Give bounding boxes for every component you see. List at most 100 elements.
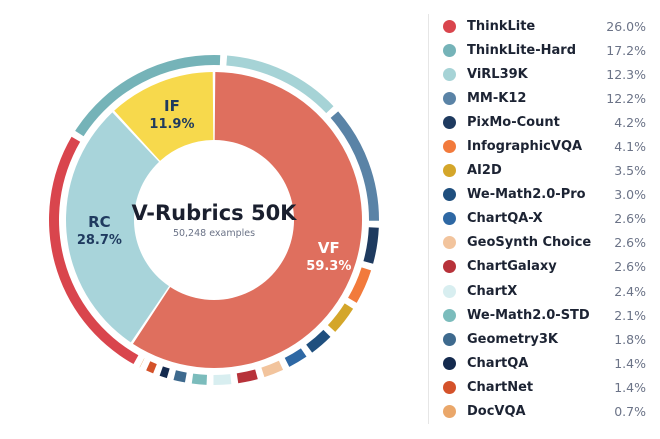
- legend-item-chartx: ChartX 2.4%: [440, 279, 650, 303]
- legend-value: 2.4%: [614, 283, 646, 299]
- legend-label: MM-K12: [467, 90, 527, 106]
- legend-swatch: [443, 212, 456, 226]
- legend-label: We-Math2.0-Pro: [467, 187, 586, 203]
- legend-value: 2.6%: [614, 211, 646, 227]
- legend-value: 1.4%: [614, 379, 646, 395]
- legend-value: 2.1%: [614, 307, 646, 323]
- legend-item-docvqa: DocVQA 0.7%: [440, 400, 650, 424]
- chart-subtitle: 50,248 examples: [173, 228, 255, 239]
- legend-label: PixMo-Count: [467, 114, 560, 130]
- outer-slice-mm-k12: [330, 111, 379, 221]
- legend-item-geometry3k: Geometry3K 1.8%: [440, 327, 650, 351]
- inner-slice-rc: [65, 112, 170, 343]
- outer-slice-infographicvqa: [348, 267, 372, 303]
- legend-label: ChartQA: [467, 355, 529, 371]
- legend-value: 17.2%: [606, 42, 646, 58]
- legend-label: ChartQA-X: [467, 211, 543, 227]
- outer-slice-docvqa: [139, 358, 145, 368]
- legend-item-chartnet: ChartNet 1.4%: [440, 375, 650, 399]
- outer-slice-geometry3k: [173, 370, 187, 383]
- legend-label: ChartX: [467, 283, 518, 299]
- legend-value: 1.8%: [614, 331, 646, 347]
- legend-item-pixmo-count: PixMo-Count 4.2%: [440, 110, 650, 134]
- legend-label: ViRL39K: [467, 66, 528, 82]
- legend-swatch: [443, 67, 456, 81]
- outer-slice-thinklite: [49, 136, 139, 365]
- outer-slice-chartgalaxy: [236, 369, 258, 384]
- legend-divider: [428, 14, 429, 424]
- legend-item-ai2d: AI2D 3.5%: [440, 159, 650, 183]
- legend-swatch: [443, 284, 456, 298]
- legend-item-thinklite-hard: ThinkLite-Hard 17.2%: [440, 38, 650, 62]
- legend-value: 26.0%: [606, 18, 646, 34]
- inner-pct-rc: 28.7%: [77, 233, 122, 248]
- legend-swatch: [443, 19, 456, 33]
- legend-value: 12.3%: [606, 66, 646, 82]
- legend-label: InfographicVQA: [467, 139, 583, 155]
- inner-label-vf: VF: [318, 239, 340, 257]
- outer-slice-pixmo-count: [363, 227, 379, 264]
- outer-slice-virl39k: [226, 55, 334, 114]
- legend-swatch: [443, 236, 456, 250]
- outer-slice-we-math2-0-std: [191, 373, 208, 385]
- legend-swatch: [443, 91, 456, 105]
- outer-slice-we-math2-0-pro: [306, 329, 331, 353]
- legend-item-chartqa-x: ChartQA-X 2.6%: [440, 207, 650, 231]
- legend-value: 4.2%: [614, 114, 646, 130]
- outer-slice-thinklite-hard: [75, 55, 221, 137]
- legend-label: ChartGalaxy: [467, 259, 557, 275]
- inner-labels: VF 59.3% RC 28.7% IF 11.9%: [77, 97, 352, 274]
- legend-item-chartqa: ChartQA 1.4%: [440, 351, 650, 375]
- legend-swatch: [443, 405, 456, 419]
- legend-label: ThinkLite: [467, 18, 536, 34]
- legend-item-mm-k12: MM-K12 12.2%: [440, 86, 650, 110]
- legend-item-thinklite: ThinkLite 26.0%: [440, 14, 650, 38]
- outer-slice-ai2d: [327, 303, 354, 332]
- inner-slice-if: [114, 72, 214, 161]
- legend-label: Geometry3K: [467, 331, 558, 347]
- legend-swatch: [443, 356, 456, 370]
- chart-title: V-Rubrics 50K: [132, 201, 298, 225]
- legend-item-geosynth-choice: GeoSynth Choice 2.6%: [440, 231, 650, 255]
- legend-label: GeoSynth Choice: [467, 235, 592, 251]
- legend-value: 2.6%: [614, 235, 646, 251]
- legend-item-virl39k: ViRL39K 12.3%: [440, 62, 650, 86]
- inner-slice-vf: [132, 72, 362, 369]
- legend-swatch: [443, 115, 456, 129]
- outer-slice-geosynth-choice: [261, 360, 284, 378]
- legend-label: We-Math2.0-STD: [467, 307, 590, 323]
- legend-value: 3.0%: [614, 187, 646, 203]
- legend-label: AI2D: [467, 163, 502, 179]
- outer-slice-chartqa: [159, 366, 170, 379]
- legend-label: DocVQA: [467, 404, 526, 420]
- legend-swatch: [443, 308, 456, 322]
- inner-label-if: IF: [164, 97, 180, 115]
- inner-pct-vf: 59.3%: [306, 259, 351, 274]
- donut-chart: VF 59.3% RC 28.7% IF 11.9% V-Rubrics 50K 50,2…: [49, 55, 379, 385]
- inner-label-rc: RC: [88, 213, 111, 231]
- legend-value: 1.4%: [614, 355, 646, 371]
- legend-swatch: [443, 140, 456, 154]
- legend-item-infographicvqa: InfographicVQA 4.1%: [440, 134, 650, 158]
- inner-pct-if: 11.9%: [149, 117, 194, 132]
- legend-swatch: [443, 332, 456, 346]
- legend-value: 3.5%: [614, 163, 646, 179]
- legend-item-we-math2-0-pro: We-Math2.0-Pro 3.0%: [440, 183, 650, 207]
- legend-value: 12.2%: [606, 90, 646, 106]
- legend-label: ThinkLite-Hard: [467, 42, 577, 58]
- legend-value: 4.1%: [614, 139, 646, 155]
- legend-swatch: [443, 188, 456, 202]
- outer-ring: [49, 55, 379, 385]
- legend-item-we-math2-0-std: We-Math2.0-STD 2.1%: [440, 303, 650, 327]
- legend-label: ChartNet: [467, 379, 534, 395]
- legend: ThinkLite 26.0% ThinkLite-Hard 17.2% ViRL39K…: [440, 14, 650, 424]
- outer-slice-chartqa-x: [284, 348, 307, 367]
- outer-slice-chartx: [213, 374, 232, 385]
- legend-value: 2.6%: [614, 259, 646, 275]
- legend-item-chartgalaxy: ChartGalaxy 2.6%: [440, 255, 650, 279]
- outer-slice-chartnet: [146, 361, 157, 374]
- legend-swatch: [443, 164, 456, 178]
- legend-swatch: [443, 43, 456, 57]
- legend-swatch: [443, 260, 456, 274]
- inner-ring: [65, 72, 362, 369]
